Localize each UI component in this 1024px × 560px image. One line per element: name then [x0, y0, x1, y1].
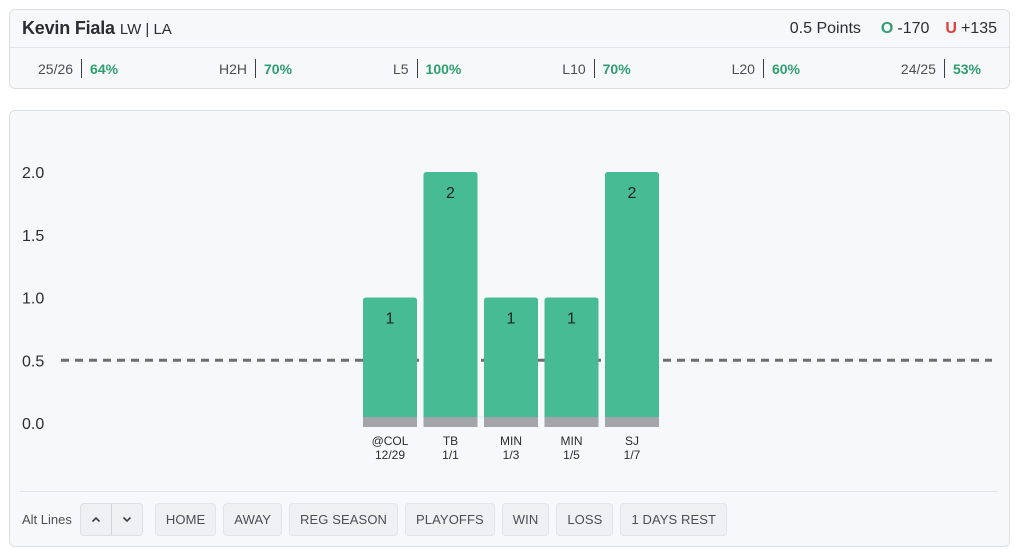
filter-playoffs-button[interactable]: PLAYOFFS: [405, 503, 495, 536]
x-tick-opponent: MIN: [561, 434, 583, 448]
x-tick-opponent: TB: [443, 434, 458, 448]
stat-last-season: 24/25 53%: [901, 59, 981, 78]
divider: [81, 59, 83, 78]
stat-value: 70%: [264, 60, 293, 77]
stat-label: L10: [562, 60, 586, 77]
bar-base: [605, 417, 659, 427]
bar-base: [423, 417, 478, 427]
stat-label: 25/26: [38, 60, 74, 77]
under-odds[interactable]: +135: [960, 19, 997, 37]
filter-home-button[interactable]: HOME: [154, 503, 217, 536]
x-tick-date: 12/29: [375, 448, 405, 462]
bar: [605, 172, 659, 423]
game-log-chart: 0.00.51.01.52.01@COL12/292TB1/11MIN1/31M…: [22, 165, 992, 462]
divider: [255, 59, 257, 78]
player-info: Kevin Fiala LW | LA: [22, 18, 172, 39]
game-log-chart-card: 0.0 0.5 1.0 1.5 2.0 1 @COL 12/29 2 TB 1/1 1 MIN 1/3 1 M…: [9, 110, 1010, 547]
x-tick-opponent: SJ: [625, 434, 639, 448]
prop-line-label: 0.5 Points: [789, 19, 861, 37]
prop-header: Kevin Fiala LW | LA 0.5 Points O -170 U …: [10, 10, 1009, 48]
alt-line-up-button[interactable]: [81, 504, 111, 535]
bar-base: [484, 417, 538, 427]
stat-value: 100%: [425, 60, 462, 77]
alt-lines-stepper: [79, 503, 143, 536]
filter-toolbar: Alt Lines HOME AWAY REG SEASON PLAYOFFS …: [20, 491, 998, 547]
filter-days-rest-button[interactable]: 1 DAYS REST: [620, 503, 728, 536]
filter-win-button[interactable]: WIN: [501, 503, 550, 536]
y-tick-label: 1.0: [22, 291, 44, 308]
filter-reg-season-button[interactable]: REG SEASON: [289, 503, 399, 536]
y-tick-label: 2.0: [22, 165, 44, 182]
stat-label: 24/25: [900, 60, 936, 77]
alt-lines-label: Alt Lines: [22, 512, 72, 527]
hit-rate-stats: 25/26 64% H2H 70% L5 100% L10 70% L20 60…: [10, 48, 1009, 89]
x-tick-opponent: MIN: [500, 434, 522, 448]
x-tick-date: 1/7: [624, 448, 641, 462]
stat-h2h: H2H 70%: [219, 59, 292, 78]
bar-base: [544, 417, 599, 427]
filter-away-button[interactable]: AWAY: [223, 503, 283, 536]
bar: [423, 172, 478, 423]
chevron-down-icon: [122, 516, 131, 523]
bar: [484, 297, 538, 423]
y-tick-label: 1.5: [22, 228, 44, 245]
x-tick-date: 1/1: [442, 448, 459, 462]
stat-label: L20: [731, 60, 755, 77]
prop-header-card: Kevin Fiala LW | LA 0.5 Points O -170 U …: [9, 9, 1010, 89]
x-tick-date: 1/3: [503, 448, 520, 462]
divider: [762, 59, 764, 78]
divider: [593, 59, 595, 78]
stat-value: 60%: [771, 60, 800, 77]
stat-label: L5: [392, 60, 409, 77]
bar-value-label: 2: [628, 185, 637, 202]
bar-base: [363, 417, 417, 427]
bar-value-label: 1: [386, 311, 395, 328]
bar: [363, 297, 417, 423]
stat-label: H2H: [219, 60, 248, 77]
stat-l5: L5 100%: [393, 59, 461, 78]
over-odds[interactable]: -170: [897, 19, 930, 37]
stat-l20: L20 60%: [732, 59, 800, 78]
odds-summary: 0.5 Points O -170 U +135: [790, 20, 997, 38]
bar-value-label: 1: [507, 311, 516, 328]
filter-loss-button[interactable]: LOSS: [556, 503, 614, 536]
stat-value: 70%: [602, 60, 631, 77]
chevron-up-icon: [91, 516, 100, 523]
stat-l10: L10 70%: [562, 59, 631, 78]
bar-value-label: 2: [446, 185, 455, 202]
bar-value-label: 1: [567, 311, 576, 328]
player-name: Kevin Fiala: [22, 18, 115, 38]
divider: [416, 59, 418, 78]
bar: [544, 297, 599, 423]
stat-value: 53%: [952, 60, 981, 77]
x-tick-opponent: @COL: [372, 434, 409, 448]
over-icon: O: [880, 19, 894, 37]
x-tick-date: 1/5: [563, 448, 580, 462]
player-position-team: LW | LA: [119, 21, 172, 38]
y-tick-label: 0.0: [22, 416, 44, 433]
divider: [943, 59, 945, 78]
under-icon: U: [945, 19, 957, 37]
alt-line-down-button[interactable]: [110, 504, 142, 535]
stat-season: 25/26 64%: [38, 59, 118, 78]
stat-value: 64%: [90, 60, 119, 77]
y-tick-label: 0.5: [22, 353, 44, 370]
